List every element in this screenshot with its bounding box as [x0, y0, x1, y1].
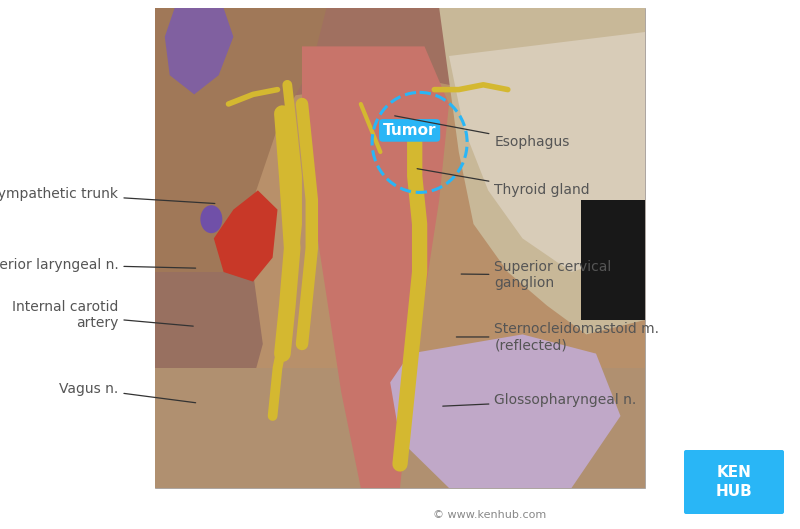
Bar: [155, 8, 645, 488]
Text: Esophagus: Esophagus: [394, 116, 570, 149]
Polygon shape: [302, 47, 449, 488]
Text: KEN
HUB: KEN HUB: [716, 464, 752, 499]
Polygon shape: [439, 8, 645, 334]
Text: Internal carotid
artery: Internal carotid artery: [12, 299, 194, 330]
Polygon shape: [214, 190, 278, 281]
Text: Tumor: Tumor: [383, 123, 436, 138]
Bar: [582, 200, 645, 320]
Text: Thyroid gland: Thyroid gland: [417, 169, 590, 197]
Polygon shape: [390, 334, 621, 488]
Text: Glossopharyngeal n.: Glossopharyngeal n.: [442, 394, 637, 407]
Text: Superior laryngeal n.: Superior laryngeal n.: [0, 258, 196, 271]
Polygon shape: [449, 32, 645, 272]
FancyBboxPatch shape: [684, 450, 784, 514]
Polygon shape: [155, 272, 262, 440]
Text: Sympathetic trunk: Sympathetic trunk: [0, 187, 215, 204]
Polygon shape: [155, 368, 645, 488]
Text: Sternocleidomastoid m.
(reflected): Sternocleidomastoid m. (reflected): [456, 322, 659, 352]
Polygon shape: [155, 8, 326, 296]
Ellipse shape: [200, 205, 222, 233]
Polygon shape: [165, 8, 234, 94]
Text: Superior cervical
ganglion: Superior cervical ganglion: [461, 260, 612, 290]
Text: © www.kenhub.com: © www.kenhub.com: [434, 510, 546, 520]
Text: Vagus n.: Vagus n.: [59, 382, 196, 403]
Polygon shape: [155, 8, 645, 114]
